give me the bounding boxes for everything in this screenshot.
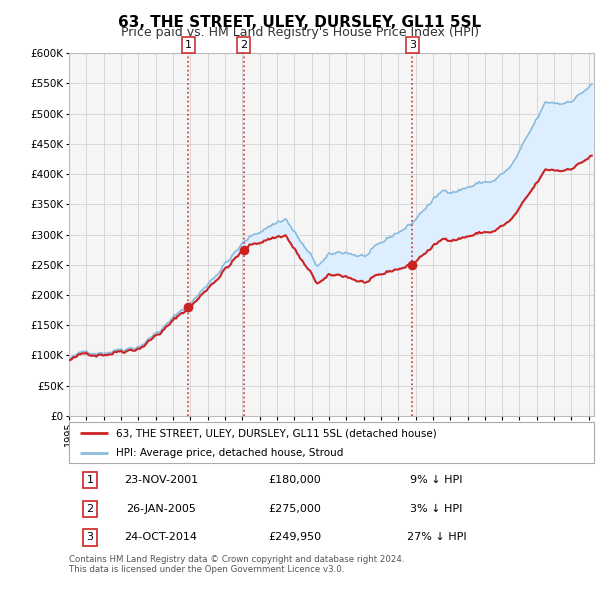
Text: 27% ↓ HPI: 27% ↓ HPI	[407, 532, 466, 542]
Text: Price paid vs. HM Land Registry's House Price Index (HPI): Price paid vs. HM Land Registry's House …	[121, 26, 479, 39]
Text: HPI: Average price, detached house, Stroud: HPI: Average price, detached house, Stro…	[116, 448, 344, 458]
Text: 26-JAN-2005: 26-JAN-2005	[126, 504, 196, 514]
Text: 3: 3	[86, 532, 94, 542]
Text: £249,950: £249,950	[268, 532, 322, 542]
Text: £275,000: £275,000	[268, 504, 321, 514]
Text: 2: 2	[86, 504, 94, 514]
Text: 63, THE STREET, ULEY, DURSLEY, GL11 5SL (detached house): 63, THE STREET, ULEY, DURSLEY, GL11 5SL …	[116, 428, 437, 438]
Text: 23-NOV-2001: 23-NOV-2001	[124, 476, 198, 486]
Text: 1: 1	[86, 476, 94, 486]
Text: 9% ↓ HPI: 9% ↓ HPI	[410, 476, 463, 486]
Text: 3: 3	[409, 40, 416, 50]
Text: 2: 2	[240, 40, 247, 50]
Text: 63, THE STREET, ULEY, DURSLEY, GL11 5SL: 63, THE STREET, ULEY, DURSLEY, GL11 5SL	[118, 15, 482, 30]
Text: £180,000: £180,000	[268, 476, 321, 486]
Text: 3% ↓ HPI: 3% ↓ HPI	[410, 504, 463, 514]
Text: Contains HM Land Registry data © Crown copyright and database right 2024.
This d: Contains HM Land Registry data © Crown c…	[69, 555, 404, 574]
Text: 24-OCT-2014: 24-OCT-2014	[124, 532, 197, 542]
Text: 1: 1	[185, 40, 192, 50]
